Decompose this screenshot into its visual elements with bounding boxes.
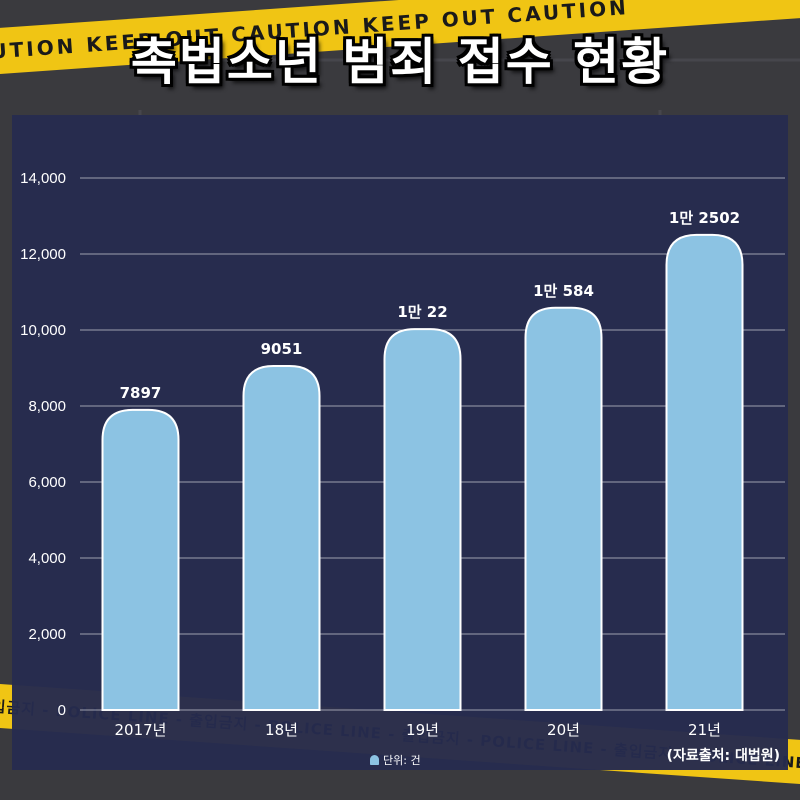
x-tick-label: 18년 xyxy=(265,721,298,739)
bar xyxy=(101,408,180,711)
page-title: 촉법소년 범죄 접수 현황 xyxy=(130,33,670,91)
y-tick-label: 4,000 xyxy=(28,550,66,567)
bar xyxy=(383,328,462,711)
y-tick-label: 2,000 xyxy=(28,626,66,643)
legend: 단위: 건 xyxy=(370,752,421,768)
data-label: 9051 xyxy=(261,340,303,358)
bar xyxy=(242,365,321,711)
y-tick-label: 12,000 xyxy=(20,246,66,263)
data-label: 7897 xyxy=(120,384,162,402)
y-tick-label: 0 xyxy=(58,702,66,719)
legend-swatch xyxy=(370,755,379,765)
data-label: 1만 584 xyxy=(533,282,594,300)
y-tick-label: 8,000 xyxy=(28,398,66,415)
data-label: 1만 22 xyxy=(397,303,447,321)
data-label: 1만 2502 xyxy=(669,209,740,227)
bar xyxy=(524,306,603,711)
x-tick-label: 19년 xyxy=(406,721,439,739)
bar xyxy=(665,233,744,711)
legend-label: 단위: 건 xyxy=(383,754,421,767)
x-tick-label: 2017년 xyxy=(115,721,167,739)
y-tick-label: 10,000 xyxy=(20,322,66,339)
y-tick-label: 14,000 xyxy=(20,170,66,187)
x-tick-label: 21년 xyxy=(688,721,721,739)
x-tick-label: 20년 xyxy=(547,721,580,739)
source-note: (자료출처: 대법원) xyxy=(666,748,780,764)
y-tick-label: 6,000 xyxy=(28,474,66,491)
